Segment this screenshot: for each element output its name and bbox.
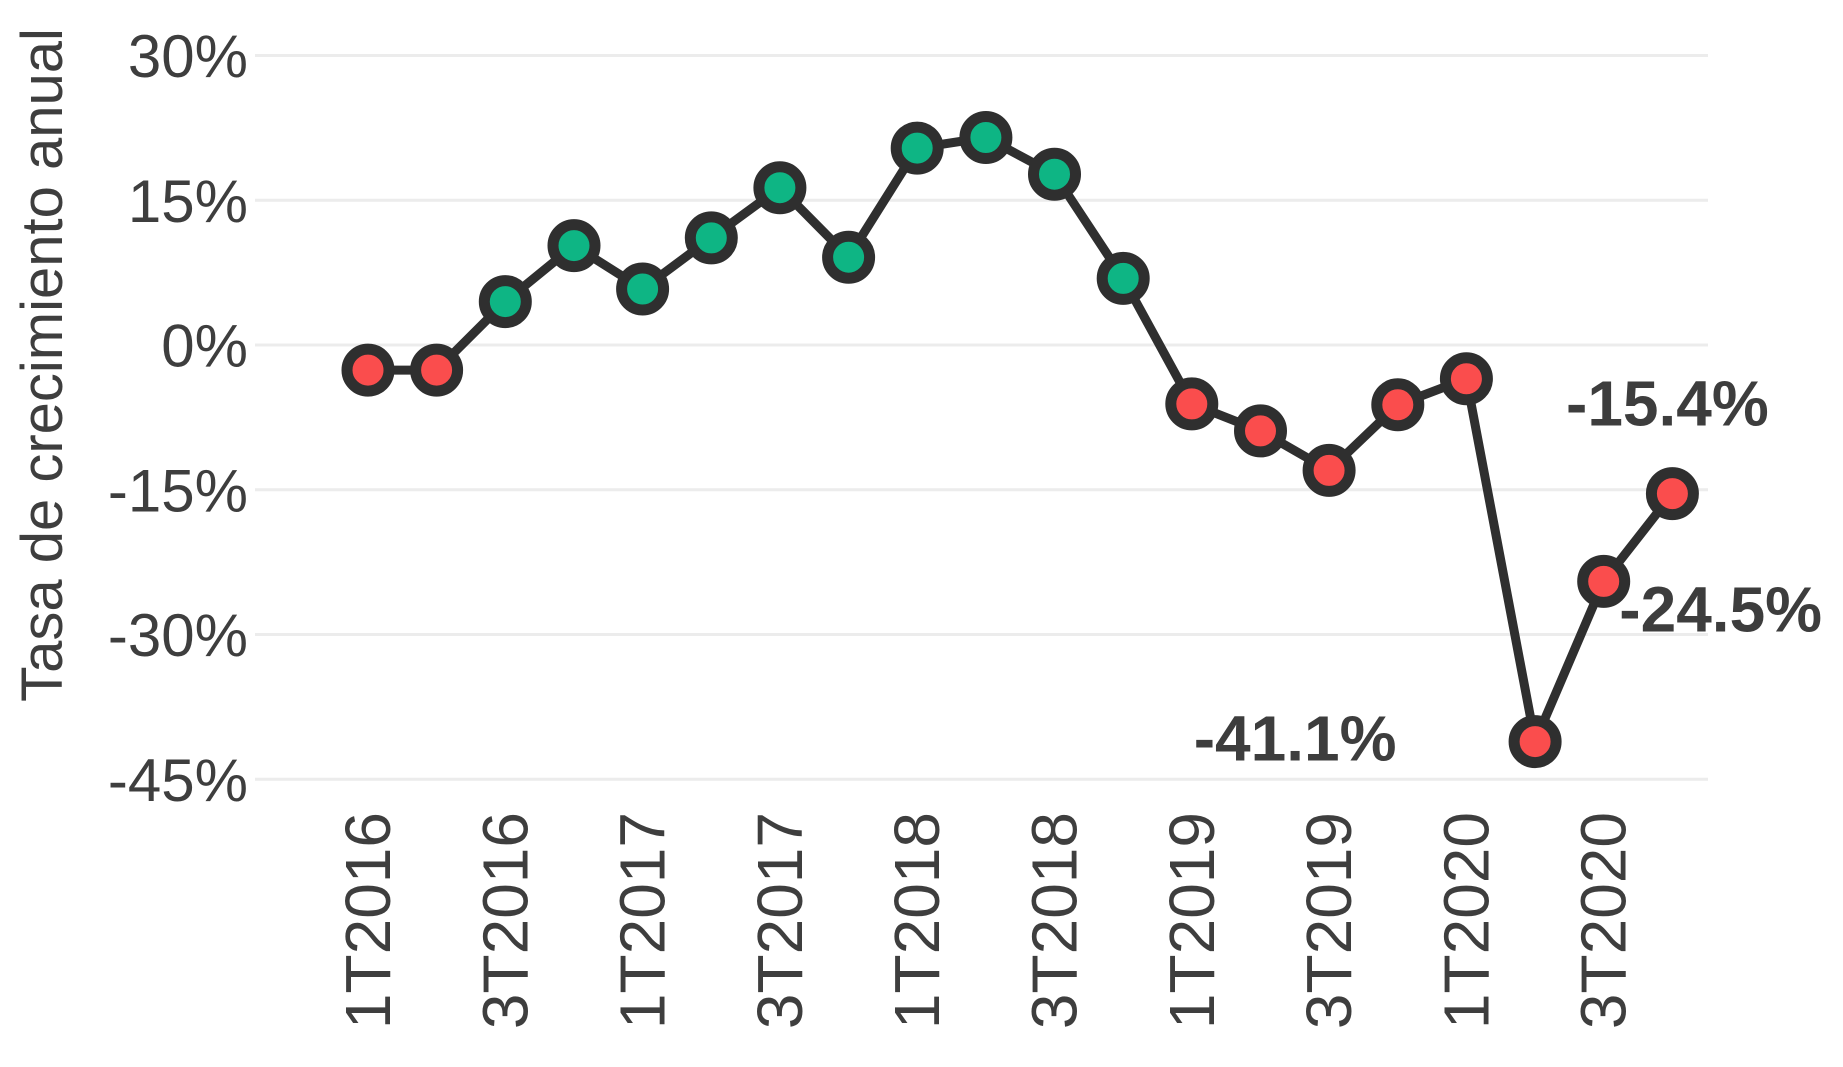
x-tick-label: 1T2016 bbox=[332, 812, 404, 1029]
x-tick-label: 3T2019 bbox=[1293, 812, 1365, 1029]
data-point-4T2016 bbox=[547, 219, 601, 273]
x-tick-label: 3T2017 bbox=[744, 812, 816, 1029]
data-point-4T2019 bbox=[1371, 378, 1425, 432]
data-point-3T2018 bbox=[1028, 147, 1081, 201]
data-point-4T2017 bbox=[822, 230, 876, 284]
data-point-1T2016 bbox=[341, 343, 395, 397]
data-point-1T2020 bbox=[1439, 352, 1493, 406]
y-axis-title: Tasa de crecimiento anual bbox=[10, 28, 75, 702]
annotation-label: -41.1% bbox=[1194, 703, 1397, 775]
x-tick-label: 1T2019 bbox=[1156, 812, 1228, 1029]
data-point-1T2017 bbox=[616, 262, 670, 316]
y-tick-label: 15% bbox=[128, 168, 248, 235]
x-tick-label: 1T2020 bbox=[1430, 812, 1502, 1029]
data-point-4T2018 bbox=[1096, 251, 1150, 305]
data-point-2T2017 bbox=[684, 211, 738, 265]
x-tick-label: 3T2018 bbox=[1019, 812, 1091, 1029]
y-tick-label: 30% bbox=[128, 23, 248, 90]
annotation-label: -24.5% bbox=[1619, 573, 1822, 645]
y-tick-label: -15% bbox=[108, 457, 248, 524]
x-tick-label: 1T2017 bbox=[607, 812, 679, 1029]
data-point-4T2020 bbox=[1645, 467, 1699, 521]
y-tick-label: 0% bbox=[161, 313, 248, 380]
y-tick-label: -45% bbox=[108, 747, 248, 814]
data-point-2T2019 bbox=[1234, 404, 1287, 458]
data-point-2T2018 bbox=[959, 111, 1013, 164]
annotation-label: -15.4% bbox=[1566, 368, 1769, 440]
data-point-3T2016 bbox=[478, 275, 532, 329]
x-tick-label: 3T2020 bbox=[1568, 812, 1640, 1029]
data-point-1T2019 bbox=[1165, 377, 1219, 431]
x-tick-label: 1T2018 bbox=[881, 812, 953, 1029]
data-point-3T2020 bbox=[1577, 554, 1631, 608]
data-point-3T2019 bbox=[1302, 443, 1356, 497]
data-point-2T2016 bbox=[410, 343, 464, 397]
data-point-2T2020 bbox=[1508, 715, 1562, 769]
data-point-1T2018 bbox=[890, 121, 944, 175]
x-tick-label: 3T2016 bbox=[469, 812, 541, 1029]
data-point-3T2017 bbox=[753, 161, 807, 215]
y-tick-label: -30% bbox=[108, 602, 248, 669]
